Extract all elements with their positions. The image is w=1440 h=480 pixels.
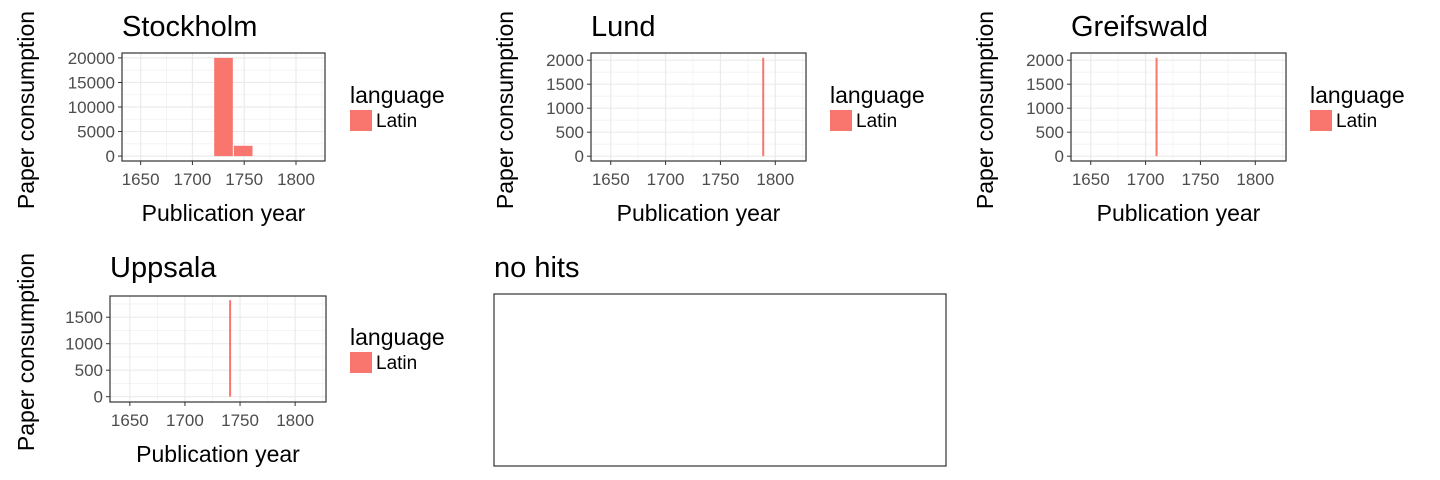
y-tick-label: 5000 xyxy=(77,123,115,142)
y-axis-label: Paper consumption xyxy=(492,11,518,209)
y-tick-label: 2000 xyxy=(1026,51,1064,70)
legend-label: Latin xyxy=(376,353,417,374)
panel-no-hits: no hits xyxy=(493,252,947,467)
legend-title: language xyxy=(830,82,925,108)
legend-title: language xyxy=(350,324,445,350)
y-tick-label: 0 xyxy=(575,147,584,166)
y-tick-label: 1500 xyxy=(65,308,103,327)
x-tick-label: 1700 xyxy=(166,411,204,430)
bar xyxy=(214,57,233,157)
panel-title: no hits xyxy=(494,252,579,284)
panel-uppsala: Uppsala 1650 1700 1750 1800 0 500 1000 1500 Publi… xyxy=(13,252,445,467)
x-axis-label: Publication year xyxy=(617,200,781,226)
legend-label: Latin xyxy=(1336,111,1377,132)
legend-label: Latin xyxy=(376,111,417,132)
y-tick-label: 500 xyxy=(75,361,103,380)
legend: language Latin xyxy=(830,82,925,132)
x-tick-label: 1800 xyxy=(1236,170,1274,189)
plot-border xyxy=(590,52,807,162)
y-tick-label: 1000 xyxy=(65,335,103,354)
x-tick-label: 1700 xyxy=(1127,170,1165,189)
bar xyxy=(762,57,765,157)
x-tick-label: 1700 xyxy=(647,170,685,189)
y-tick-label: 0 xyxy=(94,388,103,407)
x-tick-label: 1650 xyxy=(111,411,149,430)
bar xyxy=(233,145,253,157)
y-tick-label: 1500 xyxy=(1026,75,1064,94)
x-tick-label: 1750 xyxy=(702,170,740,189)
panel-title: Greifswald xyxy=(1071,11,1208,43)
x-tick-label: 1700 xyxy=(174,170,212,189)
panel-greifswald: Greifswald 1650 1700 1750 1800 0 500 1000 1500 20… xyxy=(972,11,1405,226)
legend: language Latin xyxy=(1310,82,1405,132)
y-axis-label: Paper consumption xyxy=(13,253,39,451)
y-tick-label: 500 xyxy=(1036,123,1064,142)
legend-key xyxy=(350,110,372,131)
x-tick-label: 1650 xyxy=(592,170,630,189)
y-tick-label: 1000 xyxy=(546,99,584,118)
y-tick-label: 0 xyxy=(106,147,115,166)
bar xyxy=(229,300,232,397)
plot-background xyxy=(110,296,326,402)
y-tick-label: 2000 xyxy=(546,51,584,70)
panel-stockholm: Stockholm 1650 1700 1750 1800 0 5000 10000 15000… xyxy=(13,11,445,226)
y-tick-label: 10000 xyxy=(68,98,115,117)
plot-background xyxy=(1071,53,1286,161)
plot-border xyxy=(1070,52,1287,162)
legend: language Latin xyxy=(350,82,445,132)
x-tick-label: 1750 xyxy=(225,170,263,189)
plot-border xyxy=(109,295,327,403)
x-axis-label: Publication year xyxy=(142,200,306,226)
y-axis-label: Paper consumption xyxy=(13,11,39,209)
y-tick-label: 15000 xyxy=(68,73,115,92)
legend-key xyxy=(350,352,372,373)
x-tick-label: 1650 xyxy=(1072,170,1110,189)
panel-title: Lund xyxy=(591,11,656,43)
legend-title: language xyxy=(350,82,445,108)
x-tick-label: 1650 xyxy=(122,170,160,189)
empty-panel-border xyxy=(493,293,947,467)
legend-label: Latin xyxy=(856,111,897,132)
y-tick-label: 1000 xyxy=(1026,99,1064,118)
x-tick-label: 1750 xyxy=(1182,170,1220,189)
x-axis-label: Publication year xyxy=(1097,200,1261,226)
legend-key xyxy=(1310,110,1332,131)
y-tick-label: 0 xyxy=(1055,147,1064,166)
panel-title: Uppsala xyxy=(110,252,217,284)
x-tick-label: 1800 xyxy=(277,170,315,189)
legend-title: language xyxy=(1310,82,1405,108)
x-tick-label: 1750 xyxy=(221,411,259,430)
legend: language Latin xyxy=(350,324,445,374)
x-axis-label: Publication year xyxy=(136,441,300,467)
panel-title: Stockholm xyxy=(122,11,257,43)
panel-lund: Lund 1650 1700 1750 1800 0 500 1000 1500 2000 Publ… xyxy=(492,11,925,226)
legend-key xyxy=(830,110,852,131)
y-axis-label: Paper consumption xyxy=(972,11,998,209)
y-tick-label: 20000 xyxy=(68,49,115,68)
y-tick-label: 1500 xyxy=(546,75,584,94)
x-tick-label: 1800 xyxy=(276,411,314,430)
bar xyxy=(1155,57,1158,157)
x-tick-label: 1800 xyxy=(756,170,794,189)
y-tick-label: 500 xyxy=(556,123,584,142)
plot-background xyxy=(591,53,806,161)
